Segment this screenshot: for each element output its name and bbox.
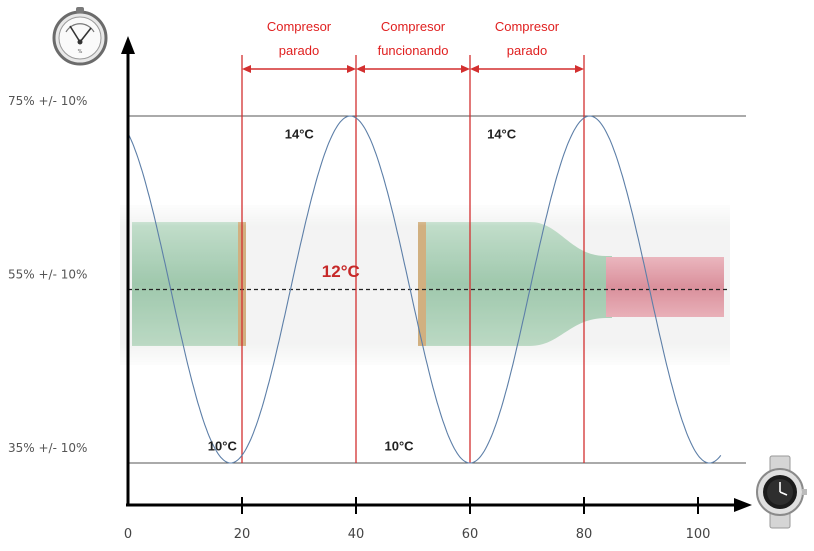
- x-tick-label: 40: [348, 527, 365, 542]
- y-level-label: 35% +/- 10%: [8, 441, 87, 455]
- bottle-neck-capsule: [606, 257, 724, 317]
- humidity-curve: [127, 115, 722, 464]
- x-tick-label: 0: [124, 527, 132, 542]
- temperature-labels: 14°C 14°C 10°C 10°C 12°C: [208, 126, 517, 453]
- x-tick-label: 20: [234, 527, 251, 542]
- temperature-label: 14°C: [487, 126, 517, 141]
- y-level-label: 75% +/- 10%: [8, 94, 87, 108]
- humidity-curve-group: [127, 115, 722, 464]
- phase-label-line2: parado: [279, 43, 319, 58]
- phase-label-line1: Compresor: [495, 19, 560, 34]
- y-axis-arrow: [121, 36, 135, 54]
- mean-temperature-label: 12°C: [322, 262, 360, 281]
- x-axis-arrow: [734, 498, 752, 512]
- hygrometer-icon: %: [52, 7, 108, 66]
- x-tick-label: 100: [686, 527, 711, 542]
- phase-labels: Compresor parado Compresor funcionando Compr…: [267, 19, 560, 58]
- phase-arrow-head: [242, 65, 251, 73]
- phase-label-line1: Compresor: [267, 19, 332, 34]
- temperature-label: 10°C: [385, 439, 415, 454]
- reference-lines: [128, 115, 746, 464]
- phase-label-line1: Compresor: [381, 19, 446, 34]
- y-level-label: 55% +/- 10%: [8, 268, 87, 282]
- svg-text:%: %: [78, 49, 83, 55]
- y-labels: 75% +/- 10% 55% +/- 10% 35% +/- 10%: [8, 94, 87, 455]
- phase-arrow-head: [461, 65, 470, 73]
- bottle-right-base: [418, 222, 426, 346]
- phase-arrow-head: [347, 65, 356, 73]
- phase-arrow-head: [470, 65, 479, 73]
- phase-label-line2: parado: [507, 43, 547, 58]
- wristwatch-icon: [756, 455, 807, 529]
- temperature-label: 14°C: [285, 126, 315, 141]
- phase-lines: [241, 55, 585, 463]
- x-tick-label: 80: [576, 527, 593, 542]
- axes: [121, 36, 752, 512]
- phase-label-line2: funcionando: [378, 43, 449, 58]
- x-ticks: 0 20 40 60 80 100: [124, 497, 711, 542]
- phase-arrow-head: [356, 65, 365, 73]
- bottle-left-body: [132, 222, 240, 346]
- bottle-right-body: [426, 222, 612, 346]
- temperature-label: 10°C: [208, 439, 238, 454]
- phase-arrow-head: [575, 65, 584, 73]
- wine-bottle-background: [120, 205, 730, 365]
- phase-arrows: [242, 65, 584, 73]
- x-tick-label: 60: [462, 527, 479, 542]
